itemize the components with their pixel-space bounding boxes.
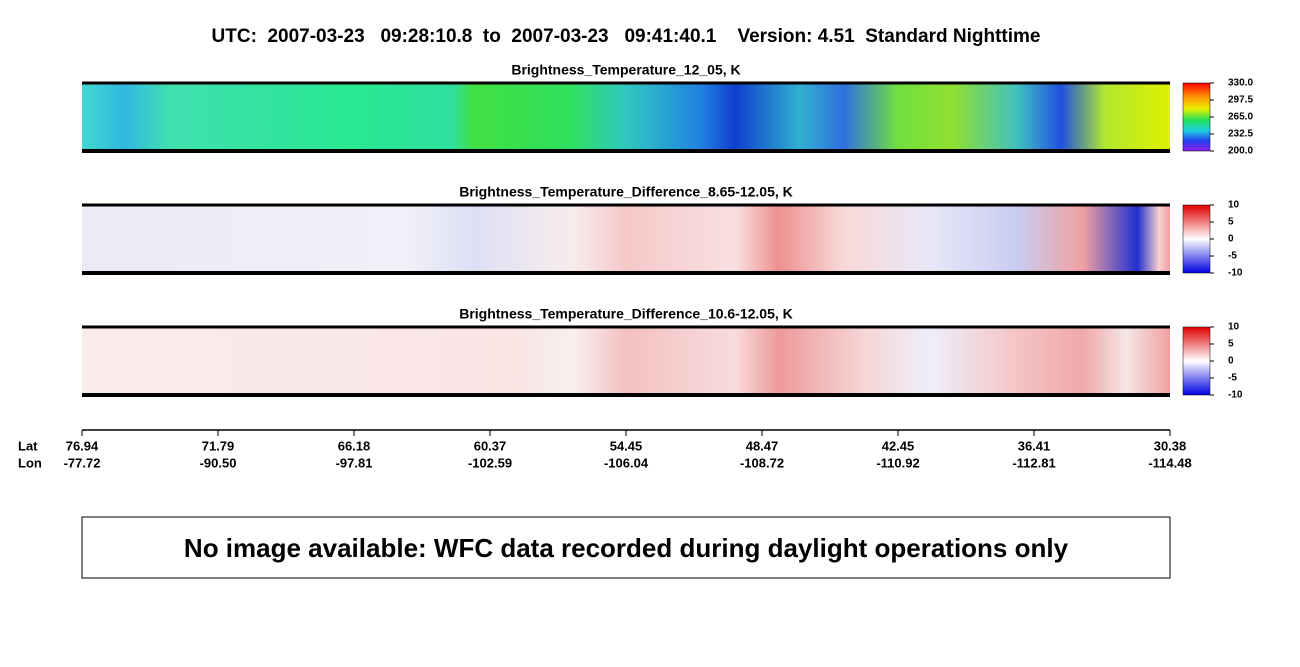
colorbar-tick-label: 5 — [1228, 217, 1234, 228]
lat-value: 76.94 — [66, 438, 99, 453]
notice-box — [81, 516, 1171, 579]
strip-image — [82, 205, 1170, 273]
lon-value: -108.72 — [740, 455, 784, 470]
colorbar-tick-label: 0 — [1228, 234, 1234, 245]
lat-value: 48.47 — [746, 438, 779, 453]
colorbar-tick-label: 232.5 — [1228, 129, 1253, 140]
colorbar-tick-label: 297.5 — [1228, 95, 1253, 106]
lon-value: -77.72 — [64, 455, 101, 470]
colorbar-tick-label: 10 — [1228, 322, 1240, 333]
lat-value: 54.45 — [610, 438, 643, 453]
lon-value: -110.92 — [876, 455, 919, 470]
lon-value: -90.50 — [200, 455, 237, 470]
lon-label: Lon — [18, 455, 42, 470]
lon-value: -97.81 — [336, 455, 373, 470]
colorbar — [1182, 82, 1211, 152]
lon-value: -112.81 — [1012, 455, 1055, 470]
panel-title: Brightness_Temperature_Difference_8.65-1… — [459, 184, 793, 200]
lat-value: 30.38 — [1154, 438, 1187, 453]
colorbar-tick-label: -10 — [1228, 268, 1243, 279]
colorbar-tick-label: 10 — [1228, 200, 1240, 211]
colorbar-tick-label: -5 — [1228, 251, 1237, 262]
lat-value: 42.45 — [882, 438, 915, 453]
colorbar-tick-label: -5 — [1228, 373, 1237, 384]
strip-image — [82, 83, 1170, 151]
panel-title: Brightness_Temperature_12_05, K — [511, 62, 740, 78]
colorbar-tick-label: 0 — [1228, 356, 1234, 367]
lat-value: 36.41 — [1018, 438, 1051, 453]
lon-value: -114.48 — [1148, 455, 1191, 470]
colorbar — [1182, 204, 1211, 274]
lon-value: -106.04 — [604, 455, 649, 470]
colorbar-tick-label: 200.0 — [1228, 146, 1253, 157]
lat-value: 60.37 — [474, 438, 507, 453]
colorbar-tick-label: 330.0 — [1228, 78, 1253, 89]
lon-value: -102.59 — [468, 455, 512, 470]
lat-label: Lat — [18, 438, 38, 453]
notice: No image available: WFC data recorded du… — [184, 533, 1069, 563]
page-title: UTC: 2007-03-23 09:28:10.8 to 2007-03-23… — [212, 26, 1041, 47]
lat-value: 66.18 — [338, 438, 371, 453]
lat-value: 71.79 — [202, 438, 235, 453]
colorbar — [1182, 326, 1211, 396]
panel-title: Brightness_Temperature_Difference_10.6-1… — [459, 306, 793, 322]
colorbar-tick-label: -10 — [1228, 390, 1243, 401]
colorbar-tick-label: 265.0 — [1228, 112, 1253, 123]
strip-image — [82, 327, 1170, 395]
colorbar-tick-label: 5 — [1228, 339, 1234, 350]
